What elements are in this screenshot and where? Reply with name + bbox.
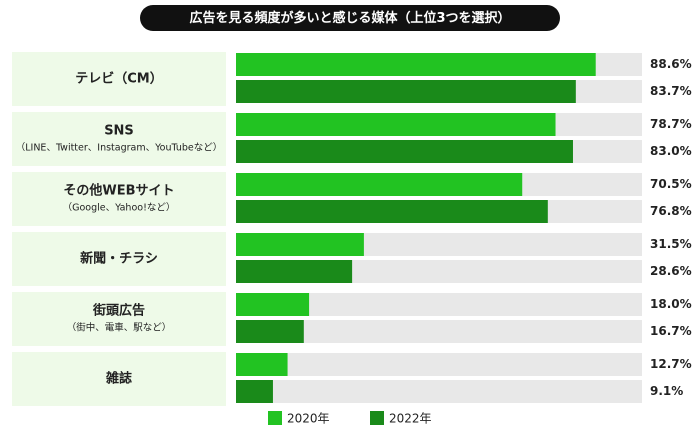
bar — [236, 233, 364, 256]
bar-track — [236, 320, 642, 343]
bar-track — [236, 293, 642, 316]
bar — [236, 173, 523, 196]
category-note: （LINE、Twitter、Instagram、YouTubeなど） — [16, 142, 223, 154]
bar — [236, 353, 288, 376]
value-label: 9.1% — [650, 384, 683, 398]
category-box — [12, 352, 226, 406]
bar-track — [236, 353, 642, 376]
bar — [236, 200, 548, 223]
category-note: （街中、電車、駅など） — [67, 322, 172, 334]
bar — [236, 80, 576, 103]
category-label: 街頭広告 — [92, 303, 145, 319]
value-label: 76.8% — [650, 204, 692, 218]
bar — [236, 293, 310, 316]
value-label: 78.7% — [650, 117, 692, 131]
legend-swatch — [268, 411, 282, 425]
category-note: （Google、Yahoo!など） — [63, 202, 176, 214]
bar-track — [236, 380, 642, 403]
chart-title: 広告を見る頻度が多いと感じる媒体（上位3つを選択） — [189, 10, 510, 26]
value-label: 88.6% — [650, 57, 692, 71]
value-label: 83.7% — [650, 84, 692, 98]
category-box — [12, 292, 226, 346]
bar — [236, 320, 304, 343]
bar — [236, 260, 353, 283]
category-label: その他WEBサイト — [63, 183, 174, 199]
bar — [236, 113, 556, 136]
category-label: SNS — [104, 124, 134, 139]
category-box — [12, 172, 226, 226]
legend-swatch — [370, 411, 384, 425]
category-box — [12, 52, 226, 106]
category-label: 新聞・チラシ — [80, 251, 158, 267]
bar — [236, 140, 573, 163]
value-label: 83.0% — [650, 144, 692, 158]
value-label: 16.7% — [650, 324, 692, 338]
category-label: 雑誌 — [105, 371, 132, 387]
title-pill — [140, 5, 560, 31]
legend-label: 2022年 — [389, 412, 432, 426]
bar — [236, 380, 273, 403]
category-box — [12, 112, 226, 166]
value-label: 28.6% — [650, 264, 692, 278]
category-label: テレビ（CM） — [75, 71, 162, 87]
legend-label: 2020年 — [287, 412, 330, 426]
value-label: 70.5% — [650, 177, 692, 191]
value-label: 31.5% — [650, 237, 692, 251]
value-label: 18.0% — [650, 297, 692, 311]
bar — [236, 53, 596, 76]
category-box — [12, 232, 226, 286]
value-label: 12.7% — [650, 357, 692, 371]
